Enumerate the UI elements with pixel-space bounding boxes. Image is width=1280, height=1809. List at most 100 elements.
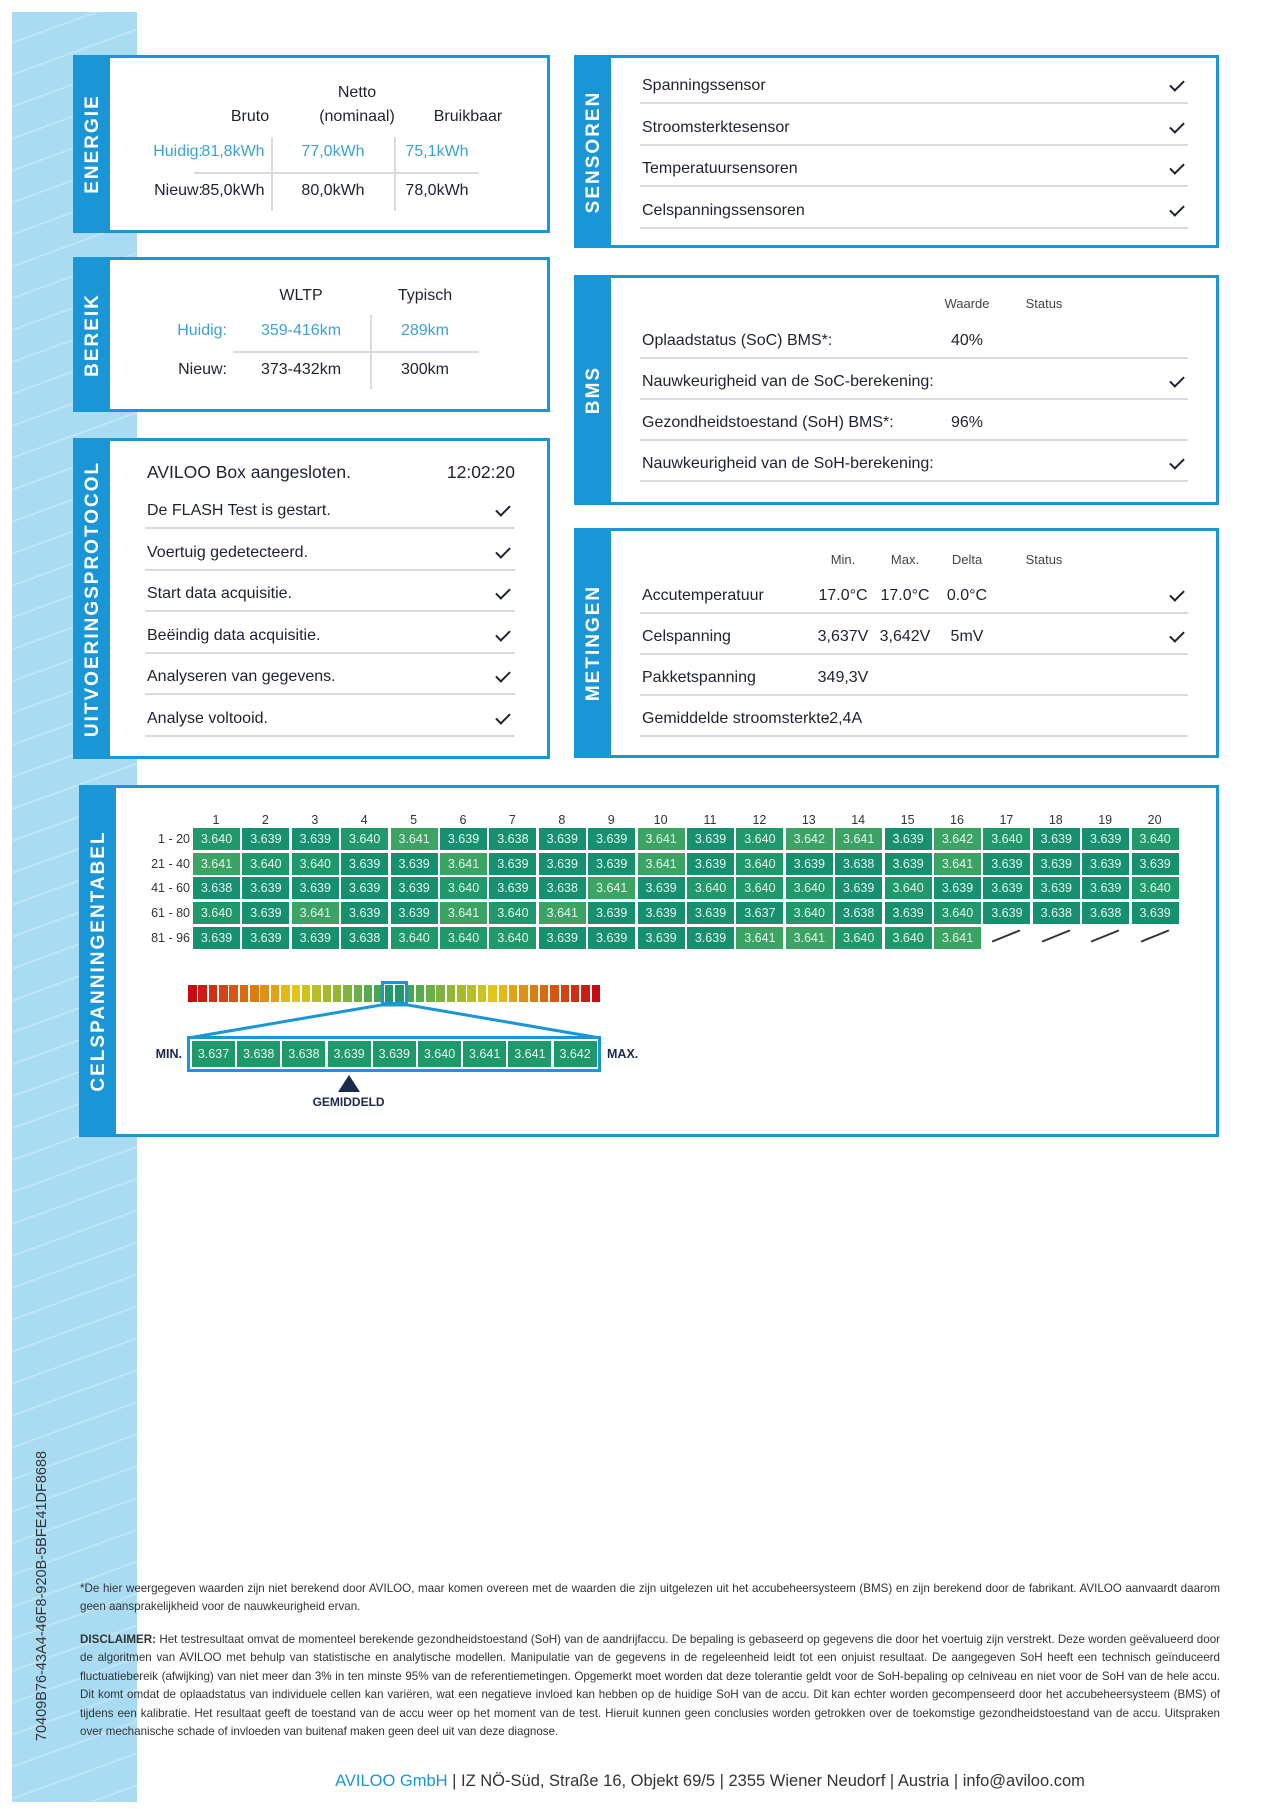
cell-voltage: 3.641 [538,902,586,925]
average-label: GEMIDDELD [312,1095,385,1109]
column-number: 9 [607,813,615,827]
sensor-item: Temperatuursensoren [642,160,798,177]
cell-voltage: 3.640 [489,902,537,925]
column-header: Status [1025,296,1063,311]
divider [640,480,1188,482]
column-header: Max. [890,552,920,567]
panel-title: BEREIK [82,292,103,377]
cell-voltage: 3.640 [440,877,487,900]
bar-segment [188,985,197,1002]
divider [640,102,1188,104]
column-number: 4 [360,813,368,827]
company-link[interactable]: AVILOO GmbH [335,1772,448,1790]
footer-address: AVILOO GmbH | IZ NÖ-Süd, Straße 16, Obje… [335,1772,1085,1791]
divider [640,694,1188,696]
cell-voltage: 3.640 [884,877,932,900]
cell-voltage: 3.639 [934,877,981,900]
column-header: Min. [830,552,856,567]
bar-segment [446,985,456,1002]
cell-voltage: 3.639 [390,877,438,900]
celspanning-tab: CELSPANNINGENTABEL [82,788,116,1134]
panel-title: BMS [583,365,604,415]
cell-voltage: 3.639 [291,877,339,900]
cell-voltage: 3.638 [193,877,240,900]
report-id: 70409B76-43A4-46F8-920B-5BFE41DF8688 [34,1450,50,1742]
column-header: Netto [337,84,377,101]
distribution-cell: 3.641 [508,1041,552,1067]
bar-segment [291,985,300,1002]
disclaimer: DISCLAIMER: Het testresultaat omvat de m… [80,1631,1220,1741]
address-text: | IZ NÖ-Süd, Straße 16, Objekt 69/5 | 23… [447,1772,1085,1790]
bar-segment [529,985,539,1002]
column-header: WLTP [279,287,323,304]
bar-segment [281,985,290,1002]
cell-voltage: 3.641 [440,902,487,925]
panel-title: ENERGIE [82,94,103,194]
meting-label: Celspanning [642,628,731,645]
bms-value: 96% [950,414,984,431]
cell-voltage: 3.639 [242,926,290,949]
bereik-tab: BEREIK [76,260,110,409]
meting-label: Gemiddelde stroomsterkte [642,710,830,727]
cell-voltage: 3.640 [489,926,537,949]
cell-voltage: 3.639 [637,926,685,949]
cell-voltage: 3.639 [1131,852,1179,875]
bms-tab: BMS [577,278,611,502]
column-number: 12 [752,813,767,827]
divider [145,693,515,695]
cell-voltage: 3.640 [291,852,339,875]
bar-segment [301,985,311,1002]
protocol-heading: AVILOO Box aangesloten. [147,462,351,482]
divider [640,653,1188,655]
cell-voltage: 3.639 [538,828,586,850]
bar-segment [405,985,414,1002]
bms-label: Gezondheidstoestand (SoH) BMS*: [642,414,894,431]
bar-highlight [381,981,408,1005]
cell-voltage: 3.640 [934,902,981,925]
meting-value: 17.0°C [818,587,868,604]
cell-voltage: 3.639 [687,926,734,949]
divider [145,527,515,529]
column-header: Status [1025,552,1063,567]
energie-value: 85,0kWh [201,182,265,199]
sensoren-panel: SENSOREN [574,55,1219,248]
distribution-cell: 3.638 [282,1041,326,1067]
column-header: Bruikbaar [433,108,503,125]
bar-segment [384,985,394,1002]
energie-value: 75,1kWh [405,143,469,160]
distribution-cell: 3.640 [418,1041,461,1067]
meting-value: 3,637V [817,628,869,645]
cell-voltage: 3.639 [983,902,1031,925]
row-range: 1 - 20 [158,832,190,846]
column-number: 14 [851,813,866,827]
column-number: 3 [311,813,319,827]
column-number: 7 [508,813,516,827]
column-number: 10 [653,813,668,827]
cell-voltage: 3.638 [1082,902,1130,925]
row-label: Huidig: [177,322,227,339]
divider [194,172,479,174]
cell-voltage: 3.639 [637,877,685,900]
cell-voltage: 3.640 [390,926,438,949]
energie-value: 77,0kWh [301,143,365,160]
column-number: 17 [999,813,1014,827]
bar-segment [519,985,528,1002]
panel-title: METINGEN [583,584,604,702]
bar-segment [198,985,207,1002]
bar-segment [467,985,476,1002]
column-number: 6 [459,813,467,827]
cell-voltage: 3.639 [1082,877,1130,900]
bereik-panel: BEREIK [73,257,550,412]
sensor-item: Celspanningssensoren [642,201,805,219]
bar-segment [508,985,518,1002]
bms-value: 40% [950,332,984,349]
average-marker-icon [337,1075,360,1092]
cell-voltage: 3.640 [687,877,734,900]
cell-voltage: 3.641 [588,877,636,900]
cell-voltage: 3.639 [291,926,339,949]
bar-segment [322,985,332,1002]
distribution-cell: 3.638 [237,1041,281,1067]
cell-voltage: 3.639 [1082,828,1130,850]
row-label: Nieuw: [154,182,203,199]
protocol-step: Voertuig gedetecteerd. [147,543,309,561]
